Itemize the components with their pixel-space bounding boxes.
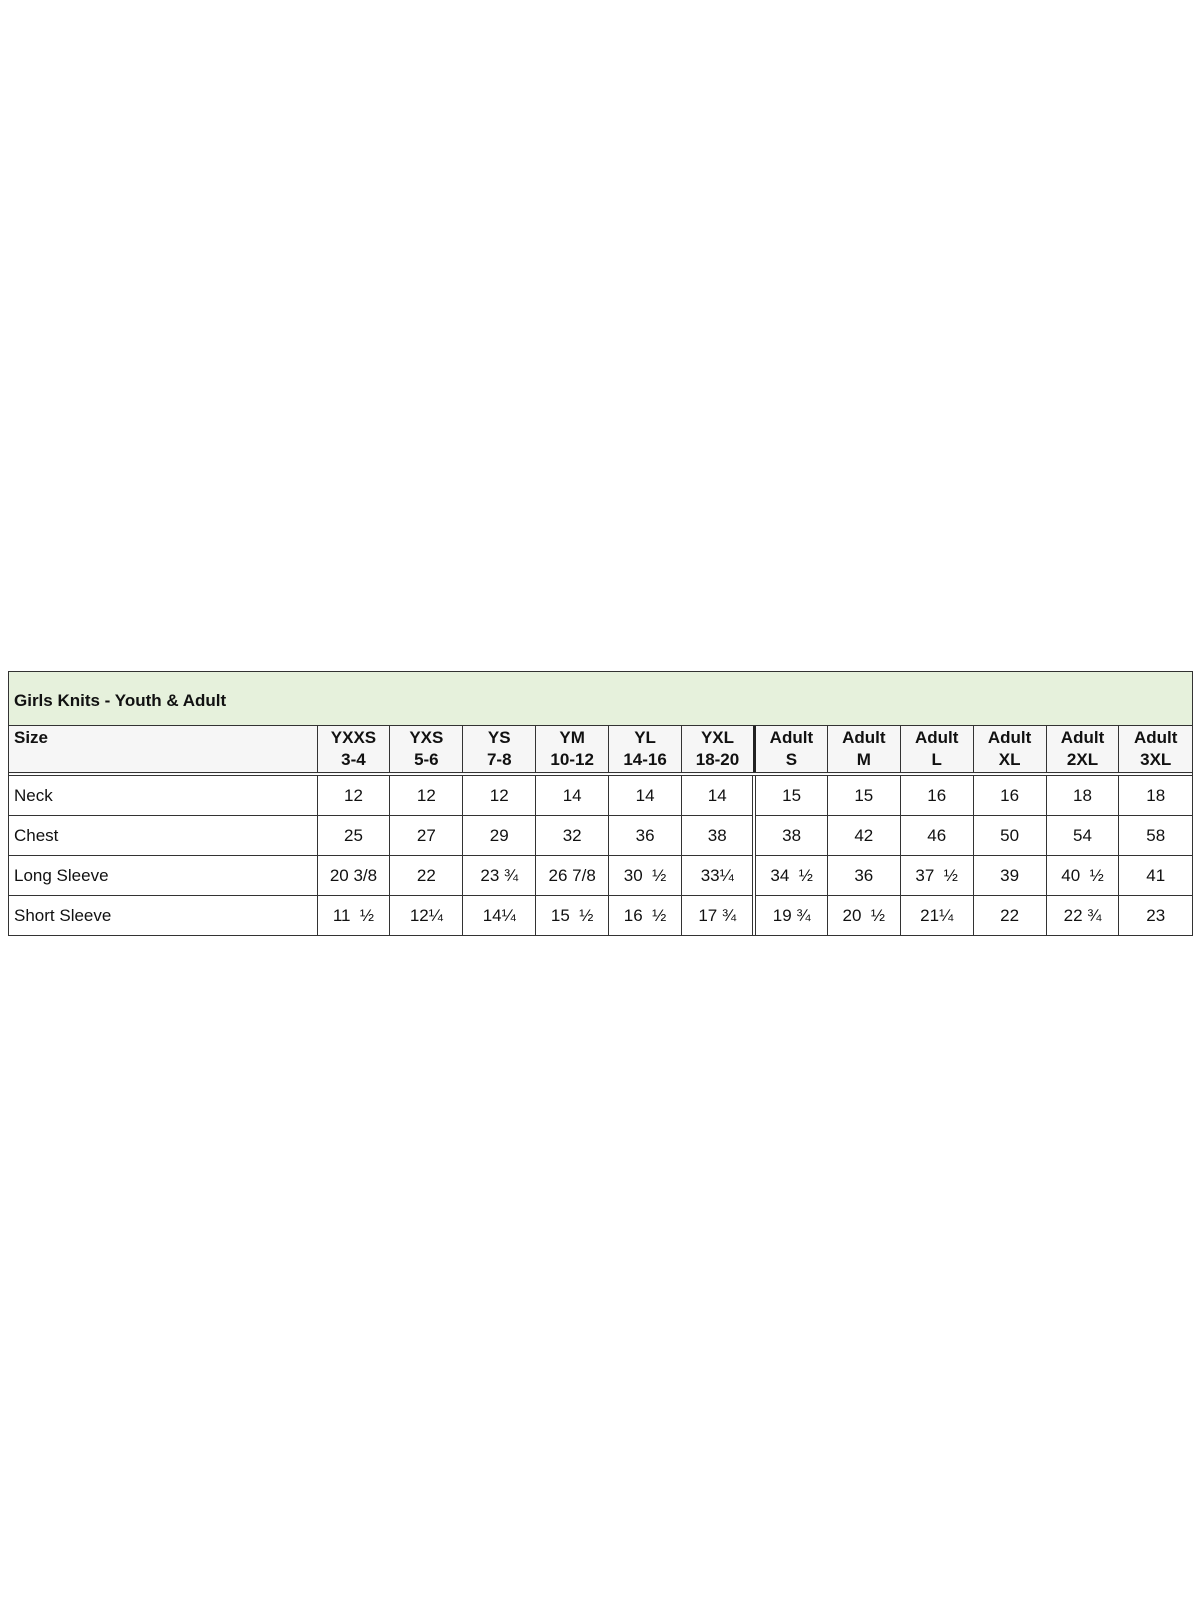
measurement-cell: 11 ½ [316, 895, 391, 935]
measurement-cell: 30 ½ [608, 855, 683, 896]
size-name: Adult [842, 728, 886, 747]
measurement-cell: 42 [826, 815, 901, 856]
size-name: Adult [914, 728, 959, 747]
measurement-cell: 14 [535, 773, 610, 816]
size-column-header: YXS 5-6 [389, 726, 464, 776]
measurement-cell: 12 [462, 773, 537, 816]
table-row: Short Sleeve 11 ½ 12¼ 14¼ 15 ½ 16 ½ 17 ¾ 19 ¾ 20… [9, 895, 1192, 935]
measurement-cell: 38 [752, 815, 828, 856]
row-label: Neck [9, 773, 318, 816]
measurement-cell: 39 [972, 855, 1047, 896]
size-name: YXS [409, 728, 444, 747]
measurement-cell: 20 3/8 [316, 855, 391, 896]
measurement-cell: 22 [389, 855, 464, 896]
measurement-cell: 21¼ [899, 895, 974, 935]
size-range: 7-8 [486, 750, 512, 769]
measurement-cell: 54 [1045, 815, 1120, 856]
table-row: Neck 12 12 12 14 14 14 15 15 16 16 18 18 [9, 773, 1192, 816]
measurement-cell: 15 [752, 773, 828, 816]
measurement-cell: 29 [462, 815, 537, 856]
measurement-cell: 12 [389, 773, 464, 816]
measurement-cell: 26 7/8 [535, 855, 610, 896]
measurement-cell: 36 [608, 815, 683, 856]
measurement-cell: 16 [972, 773, 1047, 816]
measurement-cell: 23 ¾ [462, 855, 537, 896]
size-range: L [931, 750, 942, 769]
measurement-cell: 20 ½ [826, 895, 901, 935]
measurement-cell: 25 [316, 815, 391, 856]
measurement-cell: 16 [899, 773, 974, 816]
size-range: 3-4 [341, 750, 366, 769]
row-label: Long Sleeve [9, 855, 318, 896]
size-range: M [856, 750, 871, 769]
measurement-cell: 46 [899, 815, 974, 856]
measurement-cell: 37 ½ [899, 855, 974, 896]
measurement-cell: 40 ½ [1045, 855, 1120, 896]
measurement-cell: 19 ¾ [752, 895, 828, 935]
size-range: 18-20 [695, 750, 740, 769]
measurement-cell: 38 [681, 815, 755, 856]
size-column-header: Adult S [752, 726, 828, 776]
size-name: YM [559, 728, 585, 747]
measurement-cell: 18 [1045, 773, 1120, 816]
size-range: 14-16 [623, 750, 667, 769]
measurement-cell: 15 [826, 773, 901, 816]
size-column-header: Adult M [826, 726, 901, 776]
row-label: Chest [9, 815, 318, 856]
size-name: YXXS [330, 728, 377, 747]
size-column-header: YXL 18-20 [681, 726, 755, 776]
measurement-cell: 58 [1118, 815, 1192, 856]
table-row: Chest 25 27 29 32 36 38 38 42 46 50 54 58 [9, 815, 1192, 856]
measurement-cell: 22 ¾ [1045, 895, 1120, 935]
measurement-cell: 32 [535, 815, 610, 856]
size-header: Size [9, 726, 318, 776]
size-range: 5-6 [414, 750, 439, 769]
size-name: Adult [1134, 728, 1178, 747]
measurement-cell: 14 [608, 773, 683, 816]
size-table: Size YXXS 3-4 YXS 5-6 YS 7-8 YM 10-12 YL 14-16 YXL 1… [9, 726, 1192, 935]
measurement-cell: 33¼ [681, 855, 755, 896]
header-row: Size YXXS 3-4 YXS 5-6 YS 7-8 YM 10-12 YL 14-16 YXL 1… [9, 726, 1192, 776]
measurement-cell: 15 ½ [535, 895, 610, 935]
row-label: Short Sleeve [9, 895, 318, 935]
size-column-header: YM 10-12 [535, 726, 610, 776]
measurement-cell: 18 [1118, 773, 1192, 816]
measurement-cell: 41 [1118, 855, 1192, 896]
measurement-cell: 23 [1118, 895, 1192, 935]
measurement-cell: 50 [972, 815, 1047, 856]
size-column-header: YXXS 3-4 [316, 726, 391, 776]
measurement-cell: 16 ½ [608, 895, 683, 935]
size-column-header: Adult 3XL [1118, 726, 1192, 776]
size-range: S [785, 750, 798, 769]
size-name: Adult [1060, 728, 1105, 747]
measurement-cell: 12 [316, 773, 391, 816]
table-row: Long Sleeve 20 3/8 22 23 ¾ 26 7/8 30 ½ 33¼ 34 ½… [9, 855, 1192, 896]
measurement-cell: 14 [681, 773, 755, 816]
size-range: 2XL [1066, 750, 1099, 769]
size-range: 10-12 [550, 750, 594, 769]
measurement-cell: 27 [389, 815, 464, 856]
size-name: YXL [700, 728, 735, 747]
measurement-cell: 34 ½ [752, 855, 828, 896]
chart-title: Girls Knits - Youth & Adult [9, 672, 1192, 726]
measurement-cell: 17 ¾ [681, 895, 755, 935]
measurement-cell: 36 [826, 855, 901, 896]
measurement-cell: 22 [972, 895, 1047, 935]
size-range: 3XL [1140, 750, 1172, 769]
size-name: YL [634, 728, 656, 747]
size-column-header: Adult 2XL [1045, 726, 1120, 776]
size-name: YS [487, 728, 511, 747]
size-range: XL [998, 750, 1021, 769]
measurement-cell: 14¼ [462, 895, 537, 935]
size-column-header: Adult L [899, 726, 974, 776]
size-name: Adult [987, 728, 1032, 747]
size-name: Adult [769, 728, 814, 747]
measurement-cell: 12¼ [389, 895, 464, 935]
size-column-header: Adult XL [972, 726, 1047, 776]
size-column-header: YS 7-8 [462, 726, 537, 776]
size-chart: Girls Knits - Youth & Adult Size YXXS 3-4 Y… [8, 671, 1193, 936]
size-column-header: YL 14-16 [608, 726, 683, 776]
